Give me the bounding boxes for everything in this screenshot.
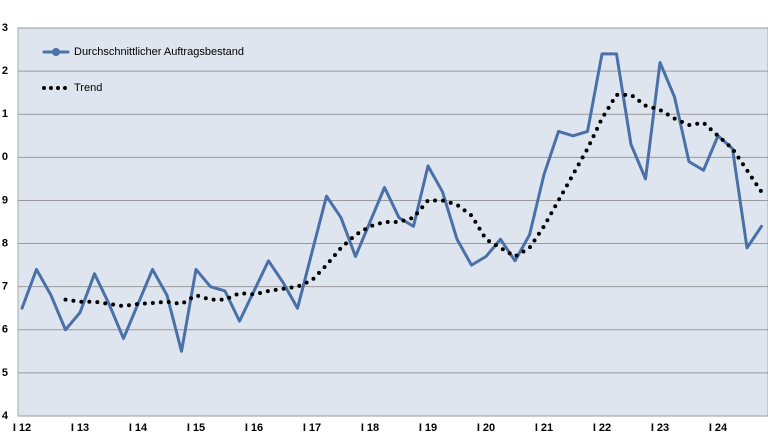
y-tick-label: 8 <box>2 237 8 249</box>
x-tick-label: I 23 <box>651 422 669 432</box>
x-tick-label: I 20 <box>477 422 495 432</box>
y-tick-label: 6 <box>2 324 8 336</box>
x-tick-label: I 15 <box>187 422 205 432</box>
y-tick-label: 9 <box>2 194 8 206</box>
y-tick-label: 0 <box>2 151 8 163</box>
x-tick-label: I 24 <box>709 422 728 432</box>
x-tick-label: I 19 <box>419 422 437 432</box>
series-line <box>20 52 763 353</box>
x-tick-label: I 12 <box>13 422 31 432</box>
legend-label: Trend <box>74 82 102 94</box>
x-tick-label: I 22 <box>593 422 611 432</box>
x-tick-label: I 17 <box>303 422 321 432</box>
x-tick-label: I 21 <box>535 422 553 432</box>
y-tick-label: 4 <box>2 410 9 422</box>
plot-area <box>17 27 768 417</box>
x-tick-label: I 16 <box>245 422 263 432</box>
y-tick-label: 7 <box>2 281 8 293</box>
y-tick-label: 3 <box>2 22 8 34</box>
legend-marker <box>52 48 60 56</box>
legend-label: Durchschnittlicher Auftragsbestand <box>74 46 244 58</box>
y-tick-label: 2 <box>2 65 8 77</box>
y-tick-label: 1 <box>2 108 8 120</box>
y-tick-label: 5 <box>2 367 8 379</box>
x-tick-label: I 13 <box>71 422 89 432</box>
x-tick-label: I 18 <box>361 422 379 432</box>
x-tick-label: I 14 <box>129 422 148 432</box>
trend-line <box>63 92 764 309</box>
